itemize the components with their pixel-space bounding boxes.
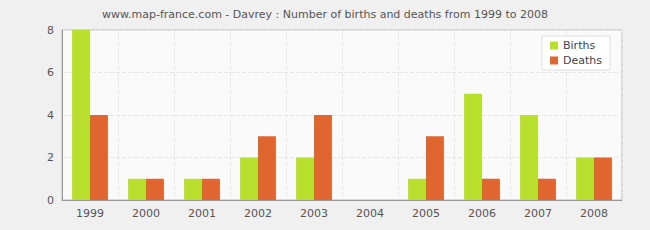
svg-text:www.map-france.com - Davrey :: www.map-france.com - Davrey : Number of … [102, 8, 548, 21]
svg-text:2006: 2006 [468, 207, 496, 220]
svg-text:2004: 2004 [356, 207, 384, 220]
svg-text:2000: 2000 [132, 207, 160, 220]
svg-text:2001: 2001 [188, 207, 216, 220]
svg-text:2005: 2005 [412, 207, 440, 220]
svg-text:8: 8 [47, 24, 54, 37]
svg-text:2007: 2007 [524, 207, 552, 220]
svg-text:2002: 2002 [244, 207, 272, 220]
svg-text:1999: 1999 [76, 207, 104, 220]
svg-text:4: 4 [47, 109, 54, 122]
svg-text:2: 2 [47, 151, 54, 164]
svg-text:2003: 2003 [300, 207, 328, 220]
svg-text:Deaths: Deaths [563, 54, 602, 67]
svg-text:2008: 2008 [580, 207, 608, 220]
svg-text:0: 0 [47, 194, 54, 207]
svg-text:Births: Births [563, 39, 595, 52]
svg-text:6: 6 [47, 66, 54, 79]
